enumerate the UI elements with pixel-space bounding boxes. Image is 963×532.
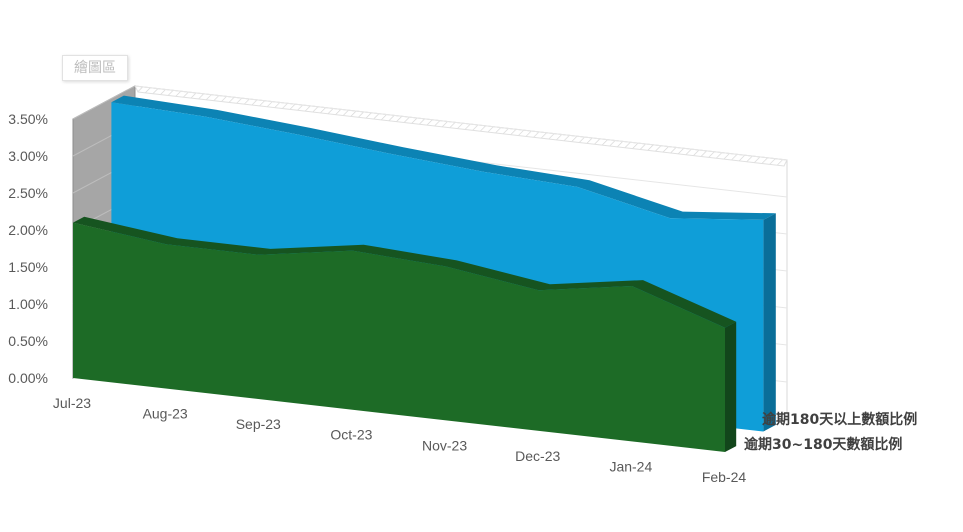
x-tick-label: Oct-23 [330,427,372,443]
x-tick-label: Jan-24 [609,458,652,474]
y-tick-label: 1.00% [8,296,48,312]
x-tick-label: Feb-24 [702,469,747,485]
y-tick-label: 3.00% [8,148,48,164]
series-2 [72,216,737,452]
series-2-endcap [725,321,737,452]
series-2-area [73,222,725,452]
series-1-endcap [763,213,776,432]
x-tick-label: Sep-23 [236,416,281,432]
y-tick-label: 0.50% [8,333,48,349]
y-tick-label: 2.50% [8,185,48,201]
x-tick-label: Nov-23 [422,437,467,453]
y-tick-label: 3.50% [8,111,48,127]
axis-layer: 0.00% 0.50% 1.00% 1.50% 2.00% 2.50% 3.00% 3.50%… [8,111,917,485]
series-label: 逾期30~180天數額比例 [744,436,902,453]
y-tick-label: 0.00% [8,370,48,386]
x-tick-label: Jul-23 [53,395,91,411]
y-tick-label: 1.50% [8,259,48,275]
x-tick-label: Dec-23 [515,448,560,464]
gridline [134,85,788,161]
series-label: 逾期180天以上數額比例 [762,411,917,428]
plot-area-label: 繪圖區 [62,55,128,81]
side-gridline [72,85,136,120]
y-tick-label: 2.00% [8,222,48,238]
series-1-crest [111,95,776,220]
x-tick-label: Aug-23 [143,406,188,422]
series-layer [72,95,776,452]
